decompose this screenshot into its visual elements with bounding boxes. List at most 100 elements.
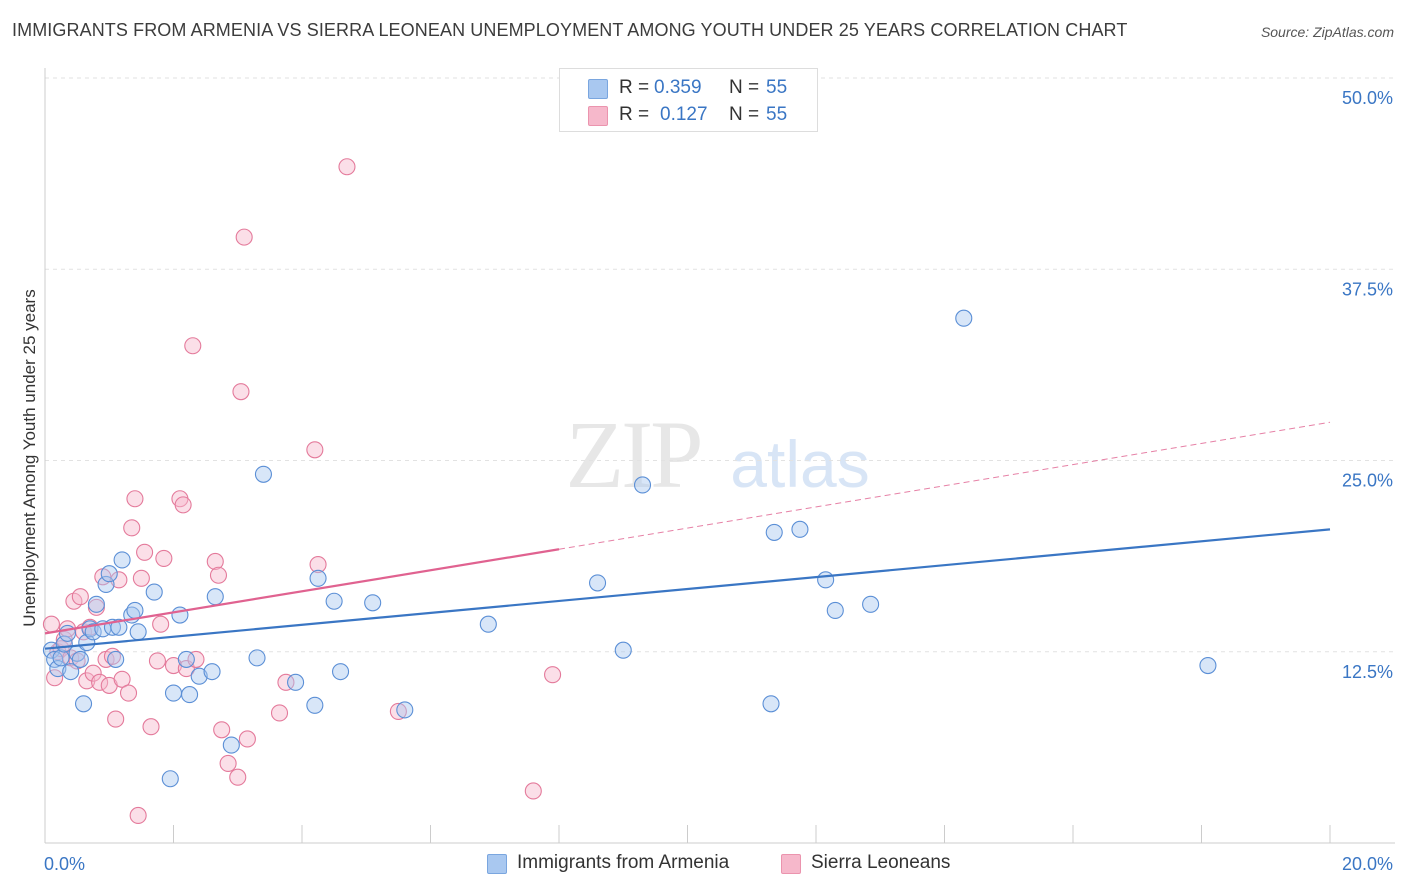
sierra-leoneans-point — [132, 569, 150, 587]
legend-r-value: 0.127 — [660, 104, 708, 125]
armenia-point — [765, 523, 783, 541]
armenia-point — [309, 569, 327, 587]
legend-swatch-pink — [781, 854, 801, 874]
sierra-leoneans-trend-extension — [558, 421, 1331, 550]
armenia-point — [100, 565, 118, 583]
armenia-point — [84, 623, 102, 641]
correlation-legend: R = 0.359 N = 55 R = 0.127 N = 55 — [559, 68, 818, 132]
sierra-leoneans-point — [42, 615, 60, 633]
sierra-leoneans-point — [174, 496, 192, 514]
armenia-point — [222, 736, 240, 754]
sierra-leoneans-point — [110, 571, 128, 589]
armenia-point — [862, 595, 880, 613]
armenia-point — [161, 770, 179, 788]
armenia-point — [248, 649, 266, 667]
armenia-point — [129, 623, 147, 641]
series-sierra-leoneans — [42, 158, 562, 825]
legend-label-sierra-leoneans: Sierra Leoneans — [811, 852, 951, 873]
armenia-point — [325, 592, 343, 610]
sierra-leoneans-point — [306, 441, 324, 459]
armenia-point — [791, 520, 809, 538]
trend-lines — [44, 421, 1331, 650]
watermark-zip: ZIP — [566, 401, 701, 508]
x-tick-label: 0.0% — [44, 854, 85, 874]
sierra-leoneans-point — [148, 652, 166, 670]
legend-n-label: N = — [729, 77, 760, 98]
armenia-point — [826, 601, 844, 619]
sierra-leoneans-point — [219, 754, 237, 772]
armenia-point — [177, 650, 195, 668]
legend-n-value: 55 — [766, 77, 788, 98]
y-tick-label: 50.0% — [1342, 88, 1393, 108]
armenia-point — [287, 673, 305, 691]
armenia-point — [49, 660, 67, 678]
legend-label-armenia: Immigrants from Armenia — [517, 852, 730, 873]
sierra-leoneans-point — [184, 337, 202, 355]
sierra-leoneans-point — [209, 566, 228, 584]
legend-n-label: N = — [729, 104, 760, 125]
sierra-leoneans-point — [389, 702, 407, 720]
armenia-point — [762, 695, 780, 713]
armenia-point — [614, 641, 632, 659]
sierra-leoneans-trend-line — [44, 548, 560, 635]
armenia-point — [71, 650, 89, 668]
armenia-point — [87, 595, 105, 613]
sierra-leoneans-point — [232, 383, 250, 401]
sierra-leoneans-point — [270, 704, 289, 722]
sierra-leoneans-point — [206, 552, 224, 571]
sierra-leoneans-point — [338, 158, 356, 176]
sierra-leoneans-point — [213, 721, 231, 739]
y-tick-label: 25.0% — [1342, 471, 1393, 491]
sierra-leoneans-point — [103, 647, 122, 665]
armenia-point — [396, 701, 414, 719]
legend-r-value: 0.359 — [654, 77, 702, 98]
sierra-leoneans-point — [119, 684, 138, 702]
sierra-leoneans-point — [155, 549, 173, 567]
armenia-point — [145, 583, 163, 601]
armenia-point — [126, 601, 144, 619]
sierra-leoneans-point — [235, 228, 253, 246]
armenia-point — [46, 650, 64, 668]
armenia-trend-line — [44, 528, 1331, 650]
armenia-point — [190, 667, 208, 685]
sierra-leoneans-point — [136, 543, 154, 561]
armenia-point — [479, 615, 497, 633]
x-tick-label: 20.0% — [1342, 854, 1393, 874]
armenia-point — [817, 571, 835, 589]
armenia-point — [107, 650, 125, 668]
armenia-point — [1199, 656, 1217, 675]
sierra-leoneans-point — [152, 615, 170, 633]
source-label: Source: ZipAtlas.com — [1260, 24, 1394, 40]
legend-swatch-pink — [588, 106, 608, 126]
armenia-point — [52, 649, 70, 667]
sierra-leoneans-point — [229, 768, 247, 786]
y-tick-label: 12.5% — [1342, 662, 1393, 682]
sierra-leoneans-point — [113, 670, 131, 688]
armenia-point — [113, 551, 131, 569]
gridlines — [45, 77, 1395, 653]
armenia-point — [97, 575, 115, 593]
armenia-point — [75, 695, 93, 713]
armenia-point — [110, 618, 128, 636]
sierra-leoneans-point — [187, 650, 205, 668]
armenia-point — [203, 663, 221, 681]
sierra-leoneans-point — [126, 490, 144, 508]
sierra-leoneans-point — [129, 806, 147, 825]
armenia-point — [181, 686, 199, 704]
sierra-leoneans-point — [84, 664, 102, 682]
legend-n-value: 55 — [766, 104, 788, 125]
legend-r-label: R = — [619, 77, 650, 98]
sierra-leoneans-point — [309, 555, 327, 574]
armenia-point — [164, 684, 183, 702]
armenia-point — [331, 663, 350, 681]
armenia-point — [364, 594, 382, 612]
series-immigrants-from-armenia — [42, 309, 1217, 788]
y-axis-label: Unemployment Among Youth under 25 years — [20, 289, 39, 627]
y-tick-label: 37.5% — [1342, 279, 1393, 299]
axes — [44, 68, 1395, 844]
tick-labels: 12.5% 25.0% 37.5% 50.0% 0.0% 20.0% — [44, 88, 1393, 874]
sierra-leoneans-point — [238, 730, 256, 748]
sierra-leoneans-point — [71, 588, 89, 606]
sierra-leoneans-point — [91, 673, 109, 691]
